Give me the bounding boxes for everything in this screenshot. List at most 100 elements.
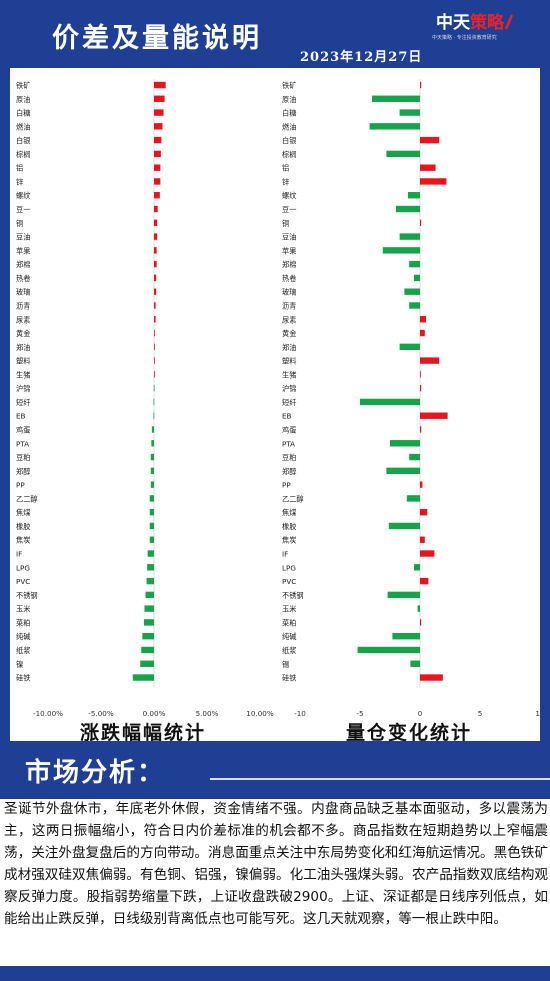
bar-returns — [142, 633, 154, 640]
bar-volume — [420, 371, 421, 378]
bar-returns — [147, 564, 154, 571]
bar-volume — [414, 564, 420, 571]
category-label-volume: 苹果 — [282, 246, 296, 255]
bar-volume — [417, 605, 420, 612]
x-tick-label-returns: -10.00% — [33, 709, 63, 718]
category-label-returns: 白糖 — [16, 109, 30, 118]
category-label-volume: PTA — [282, 439, 295, 448]
category-label-returns: 镍 — [16, 660, 23, 669]
category-label-returns: 橡胶 — [16, 522, 30, 531]
page-title: 价差及量能说明 — [52, 23, 262, 54]
category-label-returns: 玻璃 — [16, 288, 30, 297]
bar-volume — [414, 274, 420, 282]
category-label-returns: PVC — [16, 577, 30, 586]
bar-volume — [386, 150, 420, 158]
category-label-volume: 黄金 — [282, 329, 296, 338]
bar-returns — [154, 343, 155, 351]
category-label-volume: 乙二醇 — [282, 494, 304, 503]
bar-returns — [154, 219, 158, 226]
charts-area: 铁矿原油白糖燃油白银棕榈铝锌螺纹豆一铜豆油苹果郑棉热卷玻璃沥青尿素黄金郑油塑料生… — [16, 79, 540, 718]
category-label-volume: 郑棉 — [282, 260, 296, 269]
category-label-volume: 铜 — [282, 219, 289, 228]
x-tick-label-volume: 5 — [478, 709, 483, 718]
bar-returns — [149, 536, 154, 543]
category-label-volume: 硅铁 — [282, 674, 296, 683]
category-label-returns: 玉米 — [16, 605, 30, 614]
category-label-volume: 郑醇 — [282, 467, 296, 476]
category-label-returns: 不锈钢 — [16, 591, 38, 600]
bar-returns — [154, 109, 164, 116]
category-label-volume: PP — [282, 481, 291, 490]
bottom-frame-bar — [0, 966, 550, 981]
category-label-returns: 纯碱 — [16, 632, 30, 641]
category-label-volume: 焦煤 — [282, 508, 296, 517]
bar-returns — [154, 302, 156, 309]
bar-volume — [420, 384, 422, 392]
bar-volume — [404, 288, 420, 295]
bar-volume — [420, 219, 422, 226]
x-tick-label-returns: 5.00% — [196, 709, 219, 718]
bar-volume — [386, 467, 420, 475]
bar-returns — [154, 178, 161, 185]
category-label-volume: 橡胶 — [282, 522, 296, 531]
category-label-volume: 纸浆 — [282, 646, 296, 655]
x-tick-label-volume: 0 — [418, 709, 423, 718]
category-label-returns: PTA — [16, 439, 29, 448]
category-label-returns: 塑料 — [16, 357, 30, 366]
category-label-volume: 豆油 — [282, 233, 296, 242]
category-label-volume: 铝 — [282, 164, 289, 173]
category-label-returns: PP — [16, 481, 25, 490]
category-label-returns: 菜粕 — [16, 618, 30, 627]
category-label-volume: 锡 — [282, 660, 289, 669]
category-label-volume: 锌 — [282, 177, 289, 186]
category-label-returns: 燃油 — [16, 122, 30, 131]
bar-volume — [409, 260, 420, 268]
category-label-volume: EB — [282, 412, 292, 421]
category-label-volume: 沥青 — [282, 301, 296, 310]
category-label-volume: 螺纹 — [282, 191, 296, 200]
bar-returns — [154, 357, 155, 364]
left-frame-bar — [0, 68, 10, 741]
bar-returns — [154, 247, 157, 254]
bar-returns — [154, 288, 157, 295]
category-label-volume: 豆粕 — [282, 453, 296, 462]
bar-volume — [420, 316, 426, 323]
bar-returns — [154, 95, 165, 102]
chart-left-caption: 涨跌幅幅统计 — [80, 722, 207, 744]
category-label-volume: 菜粕 — [282, 618, 296, 627]
bar-volume — [388, 522, 420, 530]
bar-volume — [369, 123, 420, 130]
bar-returns — [153, 398, 155, 406]
category-label-returns: 沪锦 — [16, 384, 30, 393]
category-label-returns: 锌 — [16, 177, 23, 186]
category-label-returns: 硅铁 — [16, 674, 30, 683]
bar-volume — [406, 495, 420, 502]
category-label-volume: 焦炭 — [282, 536, 296, 545]
analysis-title: 市场分析： — [25, 758, 166, 788]
bar-returns — [150, 467, 154, 475]
category-label-returns: 热卷 — [16, 274, 30, 283]
report-date: 2023年12月27日 — [300, 50, 423, 65]
category-label-returns: EB — [16, 412, 26, 421]
bar-volume — [420, 357, 440, 364]
bar-returns — [132, 674, 154, 681]
category-label-returns: 铁矿 — [16, 81, 30, 90]
category-label-returns: 铝 — [16, 164, 23, 173]
bar-volume — [357, 646, 420, 654]
logo-prefix: 中天 — [436, 13, 470, 33]
category-label-returns: 焦煤 — [16, 508, 30, 517]
bar-returns — [153, 384, 155, 392]
category-label-returns: 短纤 — [16, 398, 30, 407]
category-label-returns: 棕榈 — [16, 150, 30, 159]
category-label-returns: 郑油 — [16, 343, 30, 352]
bar-returns — [149, 522, 154, 530]
bar-returns — [154, 233, 158, 240]
bar-volume — [420, 536, 425, 543]
category-label-returns: 生猪 — [16, 370, 30, 379]
category-label-volume: 燃油 — [282, 122, 296, 131]
bar-volume — [390, 440, 420, 447]
category-label-returns: 白银 — [16, 136, 30, 145]
bar-returns — [147, 550, 154, 557]
bar-volume — [399, 109, 420, 116]
chart-right-caption: 量仓变化统计 — [346, 722, 473, 744]
